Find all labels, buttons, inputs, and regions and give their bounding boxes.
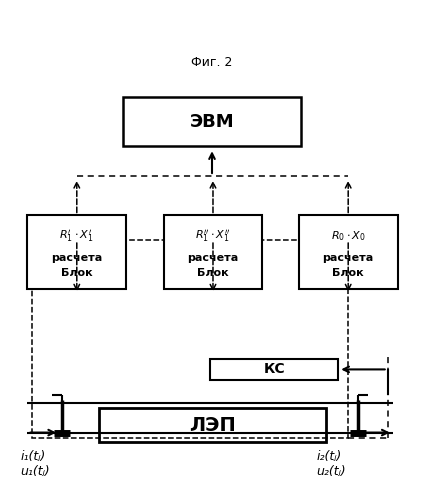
- Text: ЛЭП: ЛЭП: [190, 416, 236, 434]
- Text: расчета: расчета: [187, 254, 239, 264]
- Bar: [28, 216, 126, 290]
- Text: $R_0\cdot X_0$: $R_0\cdot X_0$: [331, 230, 365, 243]
- Text: расчета: расчета: [51, 254, 103, 264]
- Text: i₂(tⱼ): i₂(tⱼ): [317, 450, 342, 464]
- Text: ЭВМ: ЭВМ: [190, 112, 234, 130]
- Text: КС: КС: [263, 362, 285, 376]
- Text: Фиг. 2: Фиг. 2: [191, 56, 233, 69]
- Bar: [100, 408, 326, 442]
- Bar: [123, 97, 301, 146]
- Text: Блок: Блок: [197, 268, 229, 278]
- Bar: [164, 216, 262, 290]
- Text: u₂(tⱼ): u₂(tⱼ): [317, 465, 346, 478]
- Text: $R_1'\cdot X_1'$: $R_1'\cdot X_1'$: [59, 228, 94, 244]
- Text: Блок: Блок: [332, 268, 364, 278]
- Text: u₁(tⱼ): u₁(tⱼ): [20, 465, 50, 478]
- Text: расчета: расчета: [323, 254, 374, 264]
- Text: i₁(tⱼ): i₁(tⱼ): [20, 450, 46, 464]
- Text: Блок: Блок: [61, 268, 92, 278]
- Text: $R_1''\cdot X_1''$: $R_1''\cdot X_1''$: [195, 228, 231, 244]
- Bar: [32, 240, 348, 438]
- Bar: [299, 216, 398, 290]
- Bar: [210, 358, 338, 380]
